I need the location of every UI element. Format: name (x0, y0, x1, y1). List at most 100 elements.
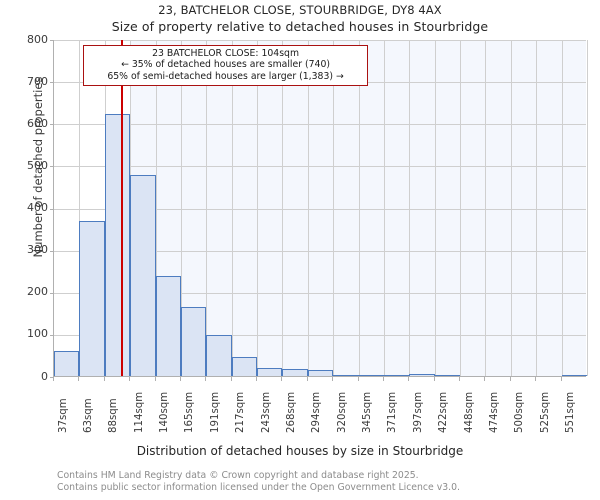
y-axis-tick-label: 300 (27, 243, 48, 257)
histogram-bar (307, 369, 334, 376)
x-axis-tick-mark (179, 377, 181, 381)
x-axis-tick-mark (129, 377, 131, 381)
x-axis-tick-mark (78, 377, 80, 381)
x-axis-tick-label: 448sqm (463, 391, 475, 433)
gridline-vertical (561, 40, 563, 376)
x-axis-tick-label: 268sqm (285, 391, 297, 433)
y-axis-tick-mark (49, 292, 53, 294)
y-axis-tick-label: 800 (27, 32, 48, 46)
x-axis-tick-mark (230, 377, 232, 381)
gridline-vertical (434, 40, 436, 376)
histogram-bar (206, 335, 232, 376)
histogram-bar (358, 374, 384, 376)
x-axis-tick-label: 114sqm (133, 391, 145, 433)
footer-line-1: Contains HM Land Registry data © Crown c… (57, 470, 419, 481)
x-axis-tick-mark (560, 377, 562, 381)
gridline-vertical (231, 40, 233, 376)
x-axis-tick-mark (459, 377, 461, 381)
attribution-footer: Contains HM Land Registry data © Crown c… (57, 470, 597, 493)
x-axis-tick-mark (433, 377, 435, 381)
gridline-horizontal (54, 124, 586, 126)
gridline-horizontal (54, 40, 586, 41)
y-axis-tick-label: 700 (27, 74, 48, 88)
x-axis-tick-label: 422sqm (438, 391, 450, 433)
x-axis-tick-label: 88sqm (108, 398, 120, 433)
annotation-line-1: 23 BATCHELOR CLOSE: 104sqm (152, 48, 300, 59)
gridline-vertical (155, 40, 157, 376)
annotation-line-3: 65% of semi-detached houses are larger (… (107, 70, 344, 82)
x-axis-tick-mark (535, 377, 537, 381)
y-axis-tick-mark (49, 334, 53, 336)
x-axis-tick-label: 397sqm (412, 391, 424, 433)
y-axis-tick-label: 400 (27, 201, 48, 214)
y-axis-tick-label: 0 (41, 369, 48, 383)
gridline-horizontal (54, 208, 586, 210)
property-marker-line (120, 40, 123, 376)
x-axis-tick-mark (509, 377, 511, 381)
gridline-vertical (358, 40, 360, 376)
histogram-bar (54, 350, 80, 376)
x-axis-tick-label: 165sqm (184, 391, 196, 433)
histogram-bar (409, 374, 435, 376)
histogram-bar (104, 113, 131, 376)
x-axis-tick-mark (103, 377, 105, 381)
gridline-vertical (536, 40, 538, 376)
x-axis-tick-label: 294sqm (311, 391, 323, 433)
histogram-bar (180, 307, 207, 376)
y-axis-tick-label: 200 (27, 285, 48, 299)
x-axis-tick-mark (382, 377, 384, 381)
gridline-horizontal (54, 250, 586, 252)
gridline-horizontal (54, 292, 586, 294)
chart-subtitle: Size of property relative to detached ho… (111, 19, 489, 34)
histogram-bar (257, 367, 283, 376)
x-axis-tick-label: 371sqm (387, 391, 399, 433)
gridline-vertical (333, 40, 335, 376)
gridline-vertical (180, 40, 182, 376)
gridline-vertical (79, 40, 81, 376)
y-axis-title: Number of detached properties (31, 76, 45, 258)
x-axis-tick-mark (205, 377, 207, 381)
gridline-horizontal (54, 166, 586, 168)
x-axis-tick-label: 140sqm (159, 391, 171, 433)
x-axis-title: Distribution of detached houses by size … (136, 444, 464, 458)
gridline-vertical (510, 40, 512, 376)
x-axis-tick-label: 243sqm (260, 391, 272, 433)
y-axis-tick-labels: 0 100 200 300 400 500 600 700 800 (0, 33, 48, 383)
y-axis-tick-label: 100 (27, 327, 48, 341)
x-axis-tick-mark (53, 377, 54, 381)
gridline-vertical (409, 40, 411, 376)
x-axis-tick-mark (306, 377, 308, 381)
x-axis-tick-label: 474sqm (488, 391, 500, 433)
histogram-bar (561, 374, 587, 376)
gridline-vertical (282, 40, 284, 376)
x-axis-tick-label: 500sqm (514, 391, 526, 433)
y-axis-tick-label: 500 (27, 158, 48, 172)
gridline-vertical (460, 40, 462, 376)
histogram-bar (130, 175, 156, 376)
gridline-vertical (257, 40, 259, 376)
gridline-vertical (485, 40, 487, 376)
footer-line-2: Contains public sector information licen… (57, 481, 460, 493)
x-axis-tick-label: 345sqm (362, 391, 374, 433)
x-axis-tick-label: 525sqm (539, 391, 551, 433)
y-axis-tick-mark (49, 124, 53, 126)
x-axis-tick-label: 63sqm (82, 398, 94, 433)
y-axis-tick-mark (49, 166, 53, 168)
gridline-vertical (587, 40, 588, 376)
histogram-bar (79, 220, 105, 376)
histogram-bar (231, 357, 258, 376)
histogram-bar (434, 374, 461, 376)
chart-title: 23, BATCHELOR CLOSE, STOURBRIDGE, DY8 4A… (158, 3, 442, 17)
gridline-vertical (307, 40, 309, 376)
x-axis-tick-mark (357, 377, 359, 381)
x-axis-tick-label: 191sqm (209, 391, 221, 433)
x-axis-tick-mark (408, 377, 410, 381)
x-axis-tick-label: 217sqm (235, 391, 247, 433)
plot-area (53, 40, 588, 377)
histogram-bar (333, 374, 359, 376)
gridline-horizontal (54, 334, 586, 336)
gridline-vertical (206, 40, 208, 376)
y-axis-tick-mark (49, 208, 53, 210)
y-axis-tick-label: 600 (27, 116, 48, 130)
